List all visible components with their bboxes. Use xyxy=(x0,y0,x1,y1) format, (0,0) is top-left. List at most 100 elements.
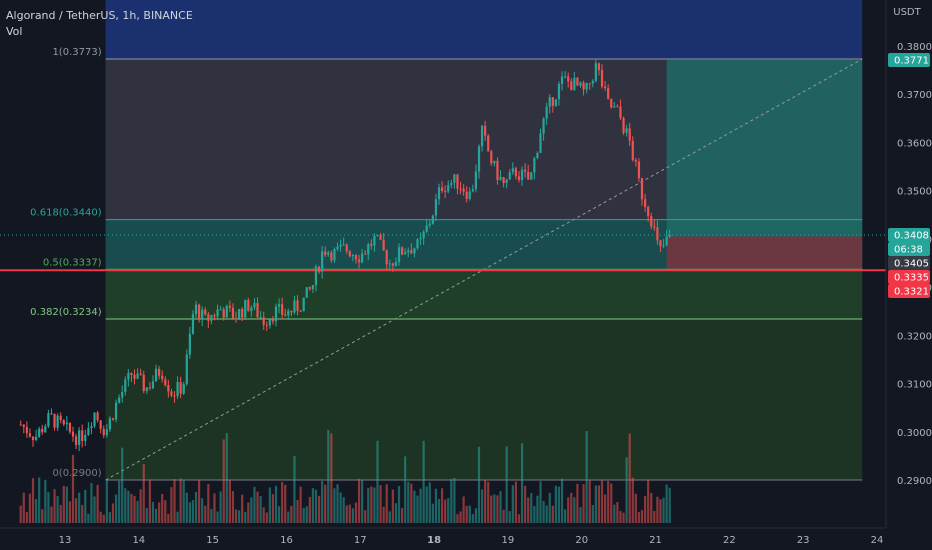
volume-bar xyxy=(317,495,321,523)
volume-bar xyxy=(105,479,108,523)
volume-bar xyxy=(247,502,250,523)
volume-bar xyxy=(625,457,628,523)
candle-body xyxy=(198,304,201,320)
volume-bar xyxy=(407,481,410,523)
price-tick-label: 0.3000 xyxy=(897,428,932,439)
candle-body xyxy=(456,174,459,189)
volume-bar xyxy=(560,478,564,523)
candle-body xyxy=(431,215,434,224)
volume-bar xyxy=(204,505,207,523)
volume-bar xyxy=(665,484,668,523)
volume-label[interactable]: Vol xyxy=(6,25,23,38)
volume-bar xyxy=(496,495,499,523)
candle-body xyxy=(179,382,182,394)
volume-bar xyxy=(148,480,151,523)
time-tick-label: 24 xyxy=(871,535,884,546)
volume-bar xyxy=(327,429,330,523)
volume-bar xyxy=(161,493,164,523)
volume-bar xyxy=(188,502,191,523)
candle-body xyxy=(348,251,351,257)
volume-bar xyxy=(241,494,244,523)
candle-body xyxy=(643,199,647,207)
candle-body xyxy=(382,239,385,251)
volume-bar xyxy=(68,501,72,523)
symbol-title[interactable]: Algorand / TetherUS, 1h, BINANCE xyxy=(6,9,193,22)
volume-bar xyxy=(425,486,428,523)
candle-body xyxy=(597,63,601,70)
candle-body xyxy=(102,428,105,436)
candle-body xyxy=(71,431,75,437)
price-badge xyxy=(888,242,930,257)
volume-bar xyxy=(228,480,231,523)
candle-body xyxy=(250,307,253,311)
volume-bar xyxy=(250,497,253,523)
volume-bar xyxy=(361,480,364,523)
volume-bar xyxy=(293,455,296,523)
candle-body xyxy=(493,160,496,164)
candle-body xyxy=(271,319,275,322)
volume-bar xyxy=(321,481,324,523)
volume-bar xyxy=(274,485,278,523)
candle-body xyxy=(216,309,219,317)
volume-bar xyxy=(151,501,155,523)
volume-bar xyxy=(222,439,225,523)
volume-bar xyxy=(244,511,247,523)
candle-body xyxy=(564,76,567,78)
candle-body xyxy=(665,236,668,246)
candle-body xyxy=(490,151,493,164)
volume-bar xyxy=(401,508,404,523)
price-badge-label: 06:38 xyxy=(894,245,923,256)
volume-bar xyxy=(573,497,576,523)
volume-bar xyxy=(434,488,438,523)
candle-body xyxy=(471,189,474,192)
candle-body xyxy=(579,82,582,86)
candle-body xyxy=(607,87,610,99)
fib-level-label: 0(0.2900) xyxy=(52,468,101,479)
volume-bar xyxy=(542,501,545,523)
price-tick-label: 0.3200 xyxy=(897,331,932,342)
volume-bar xyxy=(34,499,38,523)
volume-bar xyxy=(284,484,287,523)
candle-body xyxy=(517,176,521,180)
candle-body xyxy=(613,106,616,108)
candle-body xyxy=(373,235,376,246)
candle-body xyxy=(130,372,133,375)
candle-body xyxy=(108,418,112,430)
candle-body xyxy=(594,63,597,81)
candle-body xyxy=(327,252,330,255)
position-loss-zone xyxy=(666,236,863,271)
candle-body xyxy=(524,169,527,172)
volume-bar xyxy=(564,509,567,523)
volume-bar xyxy=(262,507,265,523)
price-tick-label: 0.3600 xyxy=(897,138,932,149)
volume-bar xyxy=(176,511,179,523)
candle-body xyxy=(410,250,413,254)
volume-bar xyxy=(167,513,170,523)
volume-bar xyxy=(619,510,622,523)
candle-body xyxy=(585,83,588,90)
candle-body xyxy=(536,152,539,159)
volume-bar xyxy=(631,477,634,523)
candle-body xyxy=(127,372,130,380)
candle-body xyxy=(167,385,170,392)
candle-body xyxy=(62,420,65,425)
candle-body xyxy=(385,250,388,265)
volume-bar xyxy=(237,510,241,523)
time-tick-label: 16 xyxy=(280,535,293,546)
time-tick-label: 21 xyxy=(649,535,662,546)
candle-body xyxy=(287,310,290,316)
candle-body xyxy=(173,395,176,397)
fib-zone-band xyxy=(105,318,863,480)
time-tick-label: 13 xyxy=(59,535,72,546)
volume-bar xyxy=(440,488,444,523)
candle-body xyxy=(38,428,41,437)
candle-body xyxy=(634,160,637,162)
candle-body xyxy=(650,216,653,227)
candle-body xyxy=(582,82,585,90)
volume-bar xyxy=(579,507,582,523)
candle-body xyxy=(118,397,121,403)
volume-bar xyxy=(22,492,25,523)
volume-bar xyxy=(185,492,188,523)
volume-bar xyxy=(90,482,93,523)
